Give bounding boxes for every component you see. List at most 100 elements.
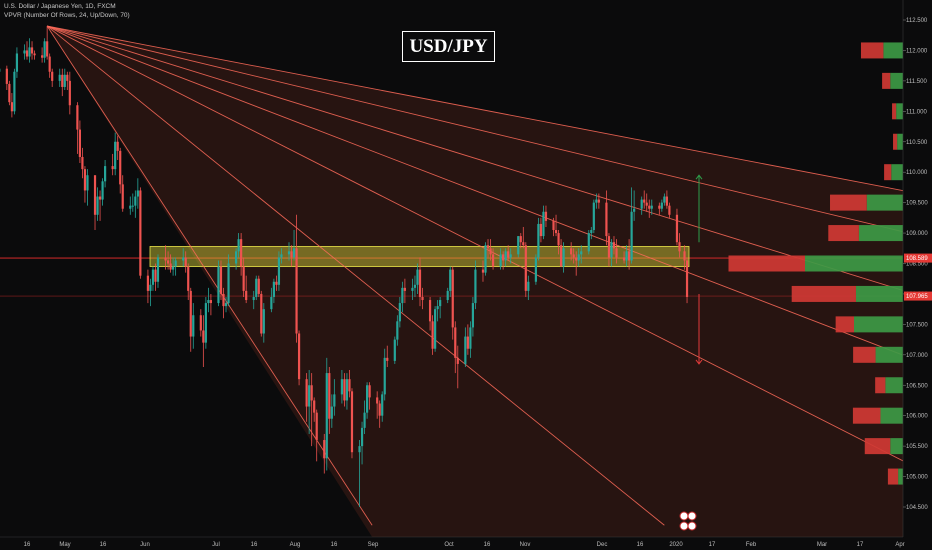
candle-body bbox=[383, 357, 386, 395]
time-axis-label: 16 bbox=[100, 542, 107, 548]
candle-body bbox=[595, 199, 598, 203]
candle-body bbox=[439, 300, 442, 307]
volume-profile-up-bar bbox=[885, 377, 903, 394]
candle-body bbox=[416, 269, 419, 285]
candle-body bbox=[633, 208, 636, 212]
candle-body bbox=[66, 74, 69, 81]
candle-body bbox=[83, 169, 87, 191]
candle-body bbox=[464, 336, 467, 364]
candle-body bbox=[262, 309, 265, 334]
candle-body bbox=[612, 242, 616, 249]
candle-body bbox=[182, 257, 185, 261]
volume-profile-down-bar bbox=[853, 346, 876, 363]
candle-body bbox=[63, 74, 66, 87]
candle-body bbox=[217, 266, 220, 304]
candle-body bbox=[315, 412, 318, 441]
candle-body bbox=[116, 141, 119, 151]
candle-body bbox=[13, 71, 16, 112]
candle-body bbox=[678, 242, 681, 252]
candle-body bbox=[401, 287, 404, 304]
candle-body bbox=[219, 266, 223, 294]
price-axis-label: 109.500 bbox=[906, 201, 928, 207]
candle-body bbox=[86, 175, 89, 191]
candle-body bbox=[255, 278, 258, 297]
candle-body bbox=[668, 205, 671, 215]
candle-body bbox=[41, 55, 44, 58]
candle-body bbox=[658, 205, 661, 209]
candle-body bbox=[78, 129, 82, 157]
candle-body bbox=[622, 257, 626, 261]
candle-body bbox=[119, 150, 122, 185]
candle-body bbox=[292, 248, 296, 258]
candle-body bbox=[189, 290, 192, 337]
candle-body bbox=[643, 199, 646, 203]
time-axis-label: 16 bbox=[331, 542, 338, 548]
candle-body bbox=[436, 306, 439, 310]
volume-profile-down-bar bbox=[860, 42, 884, 59]
candle-body bbox=[552, 220, 555, 231]
time-axis-panel bbox=[0, 537, 932, 550]
candle-body bbox=[675, 214, 679, 243]
candle-body bbox=[378, 403, 381, 416]
candle-body bbox=[570, 248, 573, 255]
price-label-box bbox=[904, 291, 932, 301]
volume-profile-down-bar bbox=[882, 72, 891, 89]
candle-body bbox=[156, 257, 160, 282]
candle-body bbox=[486, 245, 490, 249]
fan-line bbox=[47, 25, 932, 240]
time-axis-label: 17 bbox=[857, 542, 864, 548]
volume-profile-up-bar bbox=[854, 316, 903, 333]
price-label-text: 108.589 bbox=[906, 256, 928, 262]
candle-body bbox=[499, 254, 502, 267]
candle-body bbox=[154, 269, 157, 282]
candle-body bbox=[517, 236, 520, 255]
candle-body bbox=[650, 205, 653, 209]
candle-body bbox=[129, 205, 132, 209]
candle-body bbox=[398, 303, 401, 322]
candle-body bbox=[484, 245, 487, 273]
candle-body bbox=[421, 296, 424, 301]
candle-body bbox=[280, 254, 283, 258]
price-axis-label: 112.000 bbox=[906, 48, 928, 54]
price-axis-label: 107.000 bbox=[906, 353, 928, 359]
candle-body bbox=[471, 303, 475, 328]
candle-body bbox=[131, 205, 134, 207]
candle-body bbox=[413, 284, 417, 288]
candle-body bbox=[184, 257, 187, 267]
candle-body bbox=[43, 41, 46, 58]
candle-body bbox=[151, 269, 155, 285]
candle-body bbox=[164, 257, 167, 261]
time-axis-label: 16 bbox=[484, 542, 491, 548]
price-axis-label: 105.000 bbox=[906, 475, 928, 481]
volume-profile-up-bar bbox=[890, 72, 903, 89]
support-resistance-zone bbox=[149, 246, 690, 267]
candle-body bbox=[252, 296, 255, 301]
candle-body bbox=[222, 293, 225, 307]
candle-body bbox=[297, 333, 301, 380]
chart-title-box: USD/JPY bbox=[402, 31, 495, 62]
candle-body bbox=[172, 266, 175, 270]
candle-body bbox=[376, 397, 379, 404]
candle-body bbox=[451, 269, 454, 328]
candle-body bbox=[625, 251, 628, 261]
candle-body bbox=[542, 211, 545, 237]
candle-body bbox=[381, 394, 384, 416]
candle-body bbox=[365, 385, 369, 413]
candle-body bbox=[290, 251, 293, 258]
price-axis-label: 110.500 bbox=[906, 140, 928, 146]
candle-body bbox=[587, 233, 590, 252]
volume-profile-up-bar bbox=[891, 164, 903, 181]
candle-body bbox=[136, 190, 139, 197]
candle-body bbox=[98, 196, 102, 200]
candle-body bbox=[559, 245, 563, 267]
candle-body bbox=[434, 309, 437, 349]
candle-body bbox=[237, 239, 240, 252]
time-axis-label: Jun bbox=[140, 542, 150, 548]
time-axis-label: 16 bbox=[251, 542, 258, 548]
candle-body bbox=[350, 391, 354, 453]
time-axis-label: May bbox=[59, 542, 70, 548]
volume-profile-down-bar bbox=[892, 103, 897, 120]
candle-body bbox=[134, 196, 137, 206]
candle-body bbox=[139, 190, 142, 276]
